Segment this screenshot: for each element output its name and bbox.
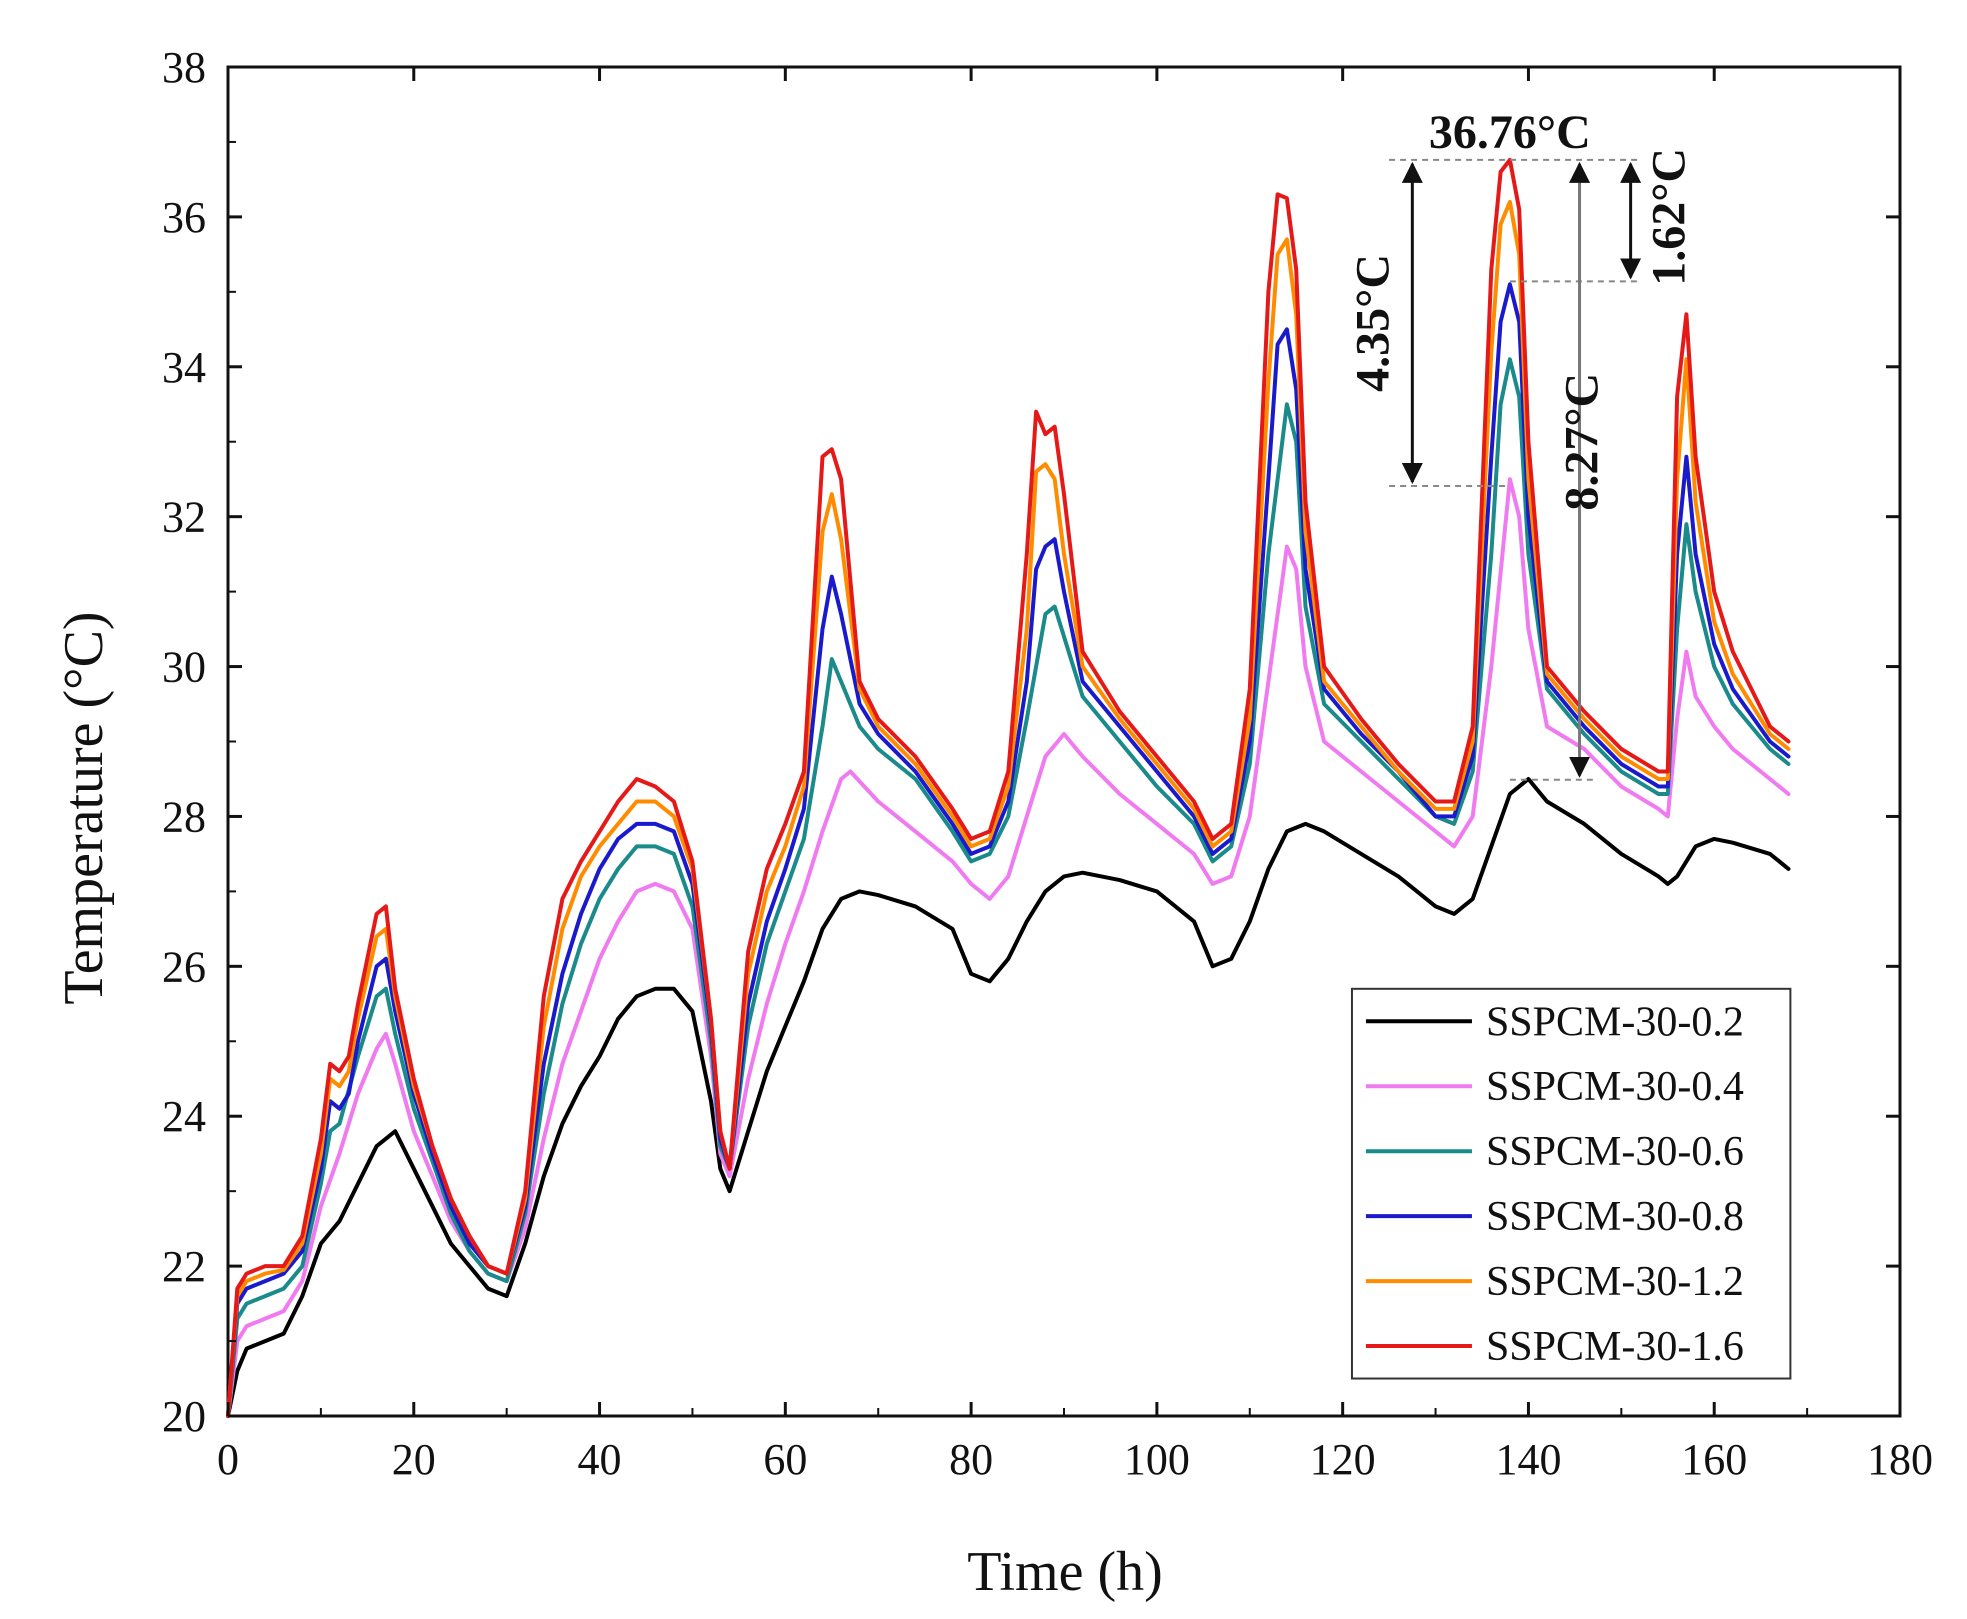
legend-label: SSPCM-30-0.8 xyxy=(1486,1194,1744,1240)
x-tick-label: 60 xyxy=(763,1435,807,1484)
annotation-diff-4-35: 4.35°C xyxy=(1346,254,1399,392)
legend-box xyxy=(1350,987,1792,1380)
series-line-sspcm-30-0.6 xyxy=(226,357,1791,1418)
y-tick-label: 36 xyxy=(162,193,206,242)
x-tick-label: 180 xyxy=(1867,1435,1933,1484)
legend-label: SSPCM-30-1.2 xyxy=(1486,1259,1744,1305)
axes: 0 20 40 60 80 100 120 140 160 1802022242628303234… xyxy=(162,43,1933,1484)
legend-label: SSPCM-30-0.6 xyxy=(1486,1129,1744,1175)
y-tick-label: 28 xyxy=(162,792,206,841)
x-axis-title: Time (h) xyxy=(967,1541,1163,1603)
x-tick-label: 0 xyxy=(217,1435,239,1484)
legend-label: SSPCM-30-0.4 xyxy=(1486,1064,1744,1110)
x-tick-label: 120 xyxy=(1310,1435,1376,1484)
y-tick-label: 30 xyxy=(162,643,206,692)
legend: SSPCM-30-0.2 SSPCM-30-0.4 SSPCM-30-0.6 SSPC… xyxy=(1350,987,1792,1380)
y-tick-label: 20 xyxy=(162,1392,206,1441)
x-tick-label: 100 xyxy=(1124,1435,1190,1484)
x-tick-label: 40 xyxy=(578,1435,622,1484)
x-tick-label: 140 xyxy=(1495,1435,1561,1484)
x-tick-label: 20 xyxy=(392,1435,436,1484)
y-tick-label: 38 xyxy=(162,43,206,92)
series-line-sspcm-30-0.2 xyxy=(226,777,1791,1418)
annotation-peak-temperature: 36.76°C xyxy=(1429,106,1591,159)
legend-label: SSPCM-30-1.6 xyxy=(1486,1324,1744,1370)
legend-label: SSPCM-30-0.2 xyxy=(1486,999,1744,1045)
data-series xyxy=(226,157,1791,1418)
annotation-diff-8-27: 8.27°C xyxy=(1556,373,1609,511)
series-line-sspcm-30-0.8 xyxy=(226,282,1791,1418)
series-line-sspcm-30-0.4 xyxy=(226,477,1791,1418)
y-axis-title: Temperature (°C) xyxy=(53,611,115,1004)
y-tick-label: 32 xyxy=(162,493,206,542)
x-tick-label: 160 xyxy=(1681,1435,1747,1484)
y-tick-label: 22 xyxy=(162,1242,206,1291)
y-tick-label: 26 xyxy=(162,942,206,991)
annotations: 36.76°C 4.35°C 8.27°C 1.62°C xyxy=(1346,106,1696,781)
y-tick-label: 34 xyxy=(162,343,206,392)
y-tick-label: 24 xyxy=(162,1092,206,1141)
x-tick-label: 80 xyxy=(949,1435,993,1484)
annotation-diff-1-62: 1.62°C xyxy=(1643,148,1696,286)
series-line-sspcm-30-1.6 xyxy=(226,157,1791,1418)
